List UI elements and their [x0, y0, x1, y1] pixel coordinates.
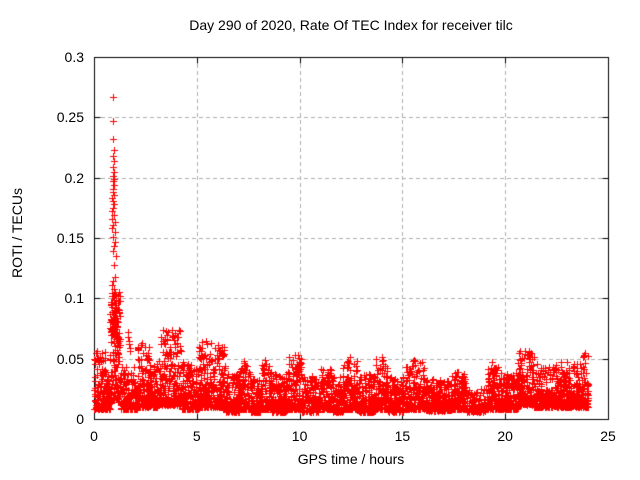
y-tick-label: 0.05 — [56, 350, 84, 367]
y-tick-label: 0 — [76, 411, 84, 427]
x-tick-label: 0 — [90, 428, 98, 444]
x-tick-label: 5 — [192, 428, 201, 444]
y-axis-label: ROTI / TECUs — [9, 188, 25, 278]
y-tick-label: 0.3 — [64, 49, 84, 65]
y-tick-label: 0.25 — [56, 109, 84, 126]
y-tick-label: 0.15 — [56, 230, 84, 246]
x-tick-label: 20 — [497, 428, 513, 444]
y-tick-label: 0.2 — [64, 169, 84, 186]
y-tick-label: 0.1 — [64, 290, 84, 307]
x-tick-label: 25 — [600, 428, 616, 444]
x-axis-label: GPS time / hours — [297, 451, 405, 467]
x-tick-label: 15 — [394, 428, 411, 444]
x-tick-label: 10 — [291, 428, 308, 444]
chart-title: Day 290 of 2020, Rate Of TEC Index for r… — [189, 17, 513, 33]
